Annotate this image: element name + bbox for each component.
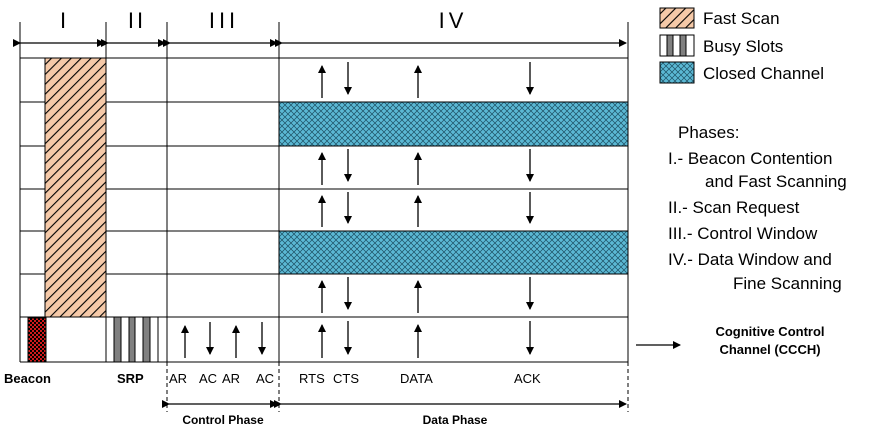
label-ac-2: AC — [256, 371, 274, 386]
legend-fast-scan-swatch — [659, 7, 695, 29]
legend-busy-slots-swatch — [659, 34, 695, 57]
label-rts: RTS — [299, 371, 325, 386]
label-ar-1: AR — [169, 371, 187, 386]
phase-line-5: IV.- Data Window and — [668, 250, 832, 269]
data-phase-label: Data Phase — [423, 413, 488, 427]
phase-header-ii: II — [128, 8, 146, 33]
legend-closed-channel-swatch — [659, 61, 695, 84]
fast-scan-region — [44, 57, 107, 318]
phases-title: Phases: — [678, 123, 739, 142]
phase-line-3: II.- Scan Request — [668, 198, 800, 217]
label-srp: SRP — [117, 371, 144, 386]
data-phase-arrows — [318, 62, 534, 358]
control-phase-arrows — [181, 322, 266, 358]
ccch-label-line-2: Channel (CCCH) — [719, 342, 820, 357]
beacon-slot — [27, 317, 47, 363]
label-ac-1: AC — [199, 371, 217, 386]
closed-channel-1 — [278, 101, 629, 147]
label-beacon: Beacon — [4, 371, 51, 386]
phases-description: Phases: I.- Beacon Contention and Fast S… — [668, 123, 847, 293]
phase-header-iv: IV — [439, 8, 468, 33]
legend: Fast Scan Busy Slots Closed Channel — [659, 7, 824, 84]
phase-header-iii: III — [209, 8, 239, 33]
legend-fast-scan-label: Fast Scan — [703, 9, 780, 28]
closed-channel-2 — [278, 230, 629, 275]
phase-line-6: Fine Scanning — [733, 274, 842, 293]
label-ar-2: AR — [222, 371, 240, 386]
phase-header-i: I — [60, 8, 66, 33]
control-phase-label: Control Phase — [182, 413, 264, 427]
busy-slots-srp — [105, 316, 159, 363]
ccch-label-line-1: Cognitive Control — [715, 324, 824, 339]
legend-closed-channel-label: Closed Channel — [703, 64, 824, 83]
channel-grid — [19, 22, 629, 363]
label-ack: ACK — [514, 371, 541, 386]
label-data: DATA — [400, 371, 433, 386]
phase-line-2: and Fast Scanning — [705, 172, 847, 191]
label-cts: CTS — [333, 371, 359, 386]
legend-busy-slots-label: Busy Slots — [703, 37, 783, 56]
phase-line-4: III.- Control Window — [668, 224, 818, 243]
phase-boundary-dashes — [166, 362, 629, 412]
phase-line-1: I.- Beacon Contention — [668, 149, 832, 168]
